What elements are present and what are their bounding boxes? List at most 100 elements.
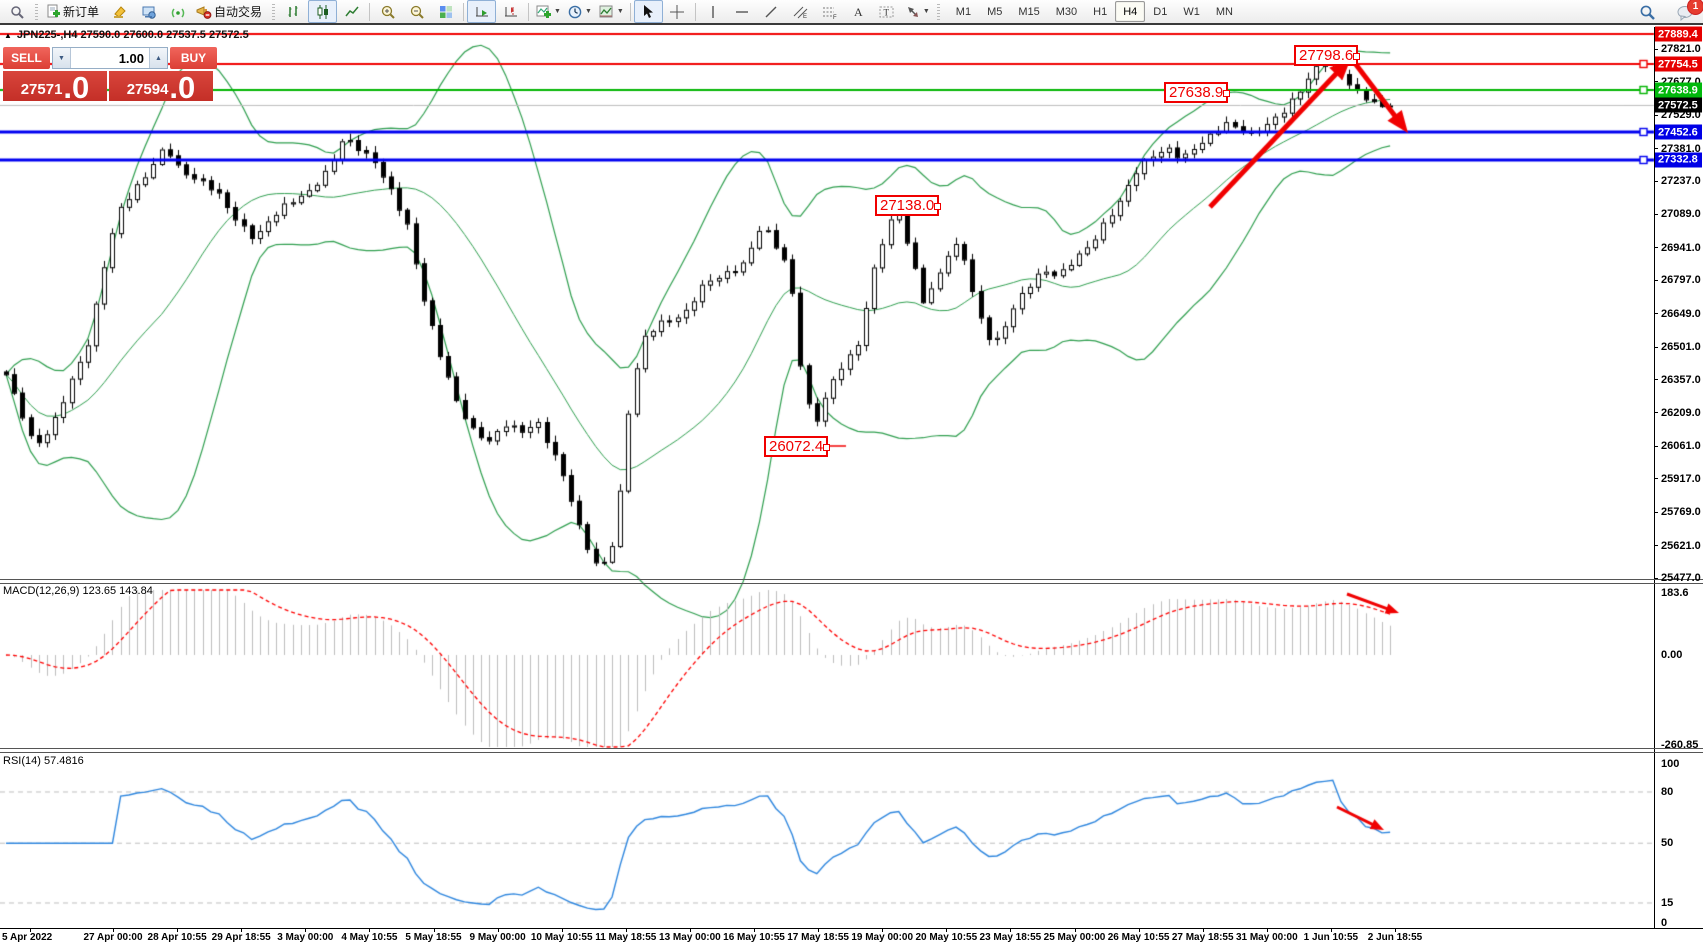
toolbar-separator [463,2,465,21]
time-tick-mark [305,928,307,932]
price-callout[interactable]: 26072.4 [764,436,831,457]
volume-control: ▼ ▲ [52,47,168,69]
text-button[interactable]: A [844,0,873,23]
signal-icon [170,4,186,20]
tab-timeframe-D1[interactable]: D1 [1153,5,1168,18]
time-label: 3 May 00:00 [277,932,334,943]
price-callout[interactable]: 27638.9 [1164,82,1231,103]
price-callout[interactable]: 27798.6 [1294,45,1361,66]
callout-anchor-handle[interactable] [1223,89,1231,97]
vertical-line-button[interactable] [699,0,728,23]
volume-decrease-button[interactable]: ▼ [53,48,71,68]
crosshair-button[interactable] [663,0,692,23]
time-label: 28 Apr 10:55 [147,932,207,943]
zoom-in-button[interactable] [373,0,402,23]
tab-timeframe-MN[interactable]: MN [1215,5,1233,18]
bar-chart-button[interactable] [279,0,308,23]
auto-scroll-button[interactable] [467,0,497,23]
horizontal-line-icon [734,4,750,20]
arrows-icon [905,4,921,20]
periods-button[interactable]: ▼ [564,0,595,23]
time-tick-mark [177,928,179,932]
chart-magnifier-icon [10,5,24,19]
price-tick-label: 26501.0 [1661,341,1701,354]
price-tick-label: 26209.0 [1661,406,1701,419]
price-tick-mark [1654,445,1658,447]
main-toolbar: 新订单 自动交易 ▼ ▼ ▼ E F A T ▼ M1 M5 M15 M30 H1 H4 D… [0,0,1703,25]
one-click-trading-panel: SELL ▼ ▲ BUY 27571 .0 27594 .0 [3,47,217,101]
dropdown-arrow-icon: ▼ [554,8,561,15]
line-chart-button[interactable] [337,0,366,23]
eraser-button[interactable] [105,0,134,23]
time-label: 26 May 10:55 [1107,932,1170,943]
equidistant-channel-icon: E [792,4,809,20]
buy-price-display[interactable]: 27594 .0 [109,71,213,101]
sell-price-display[interactable]: 27571 .0 [3,71,107,101]
time-tick-mark [625,928,627,932]
price-tick-label: 26797.0 [1661,274,1701,287]
horizontal-line-button[interactable] [728,0,757,23]
time-axis-border [0,928,1703,929]
time-label: 11 May 18:55 [595,932,657,943]
tab-timeframe-M5[interactable]: M5 [987,5,1003,18]
indicators-add-icon [535,4,552,20]
time-tick-mark [1330,928,1332,932]
templates-button[interactable]: ▼ [595,0,627,23]
fibonacci-button[interactable]: F [815,0,844,23]
sell-button[interactable]: SELL [3,47,50,69]
pane-splitter[interactable] [0,752,1703,753]
time-tick-mark [369,928,371,932]
tab-timeframe-W1[interactable]: W1 [1183,5,1200,18]
zoom-out-button[interactable] [402,0,431,23]
timeframe-toolbar: M1 M5 M15 M30 H1 H4 D1 W1 MN [948,1,1241,22]
tile-windows-button[interactable] [431,0,460,23]
pane-splitter[interactable] [0,748,1703,749]
cursor-button[interactable] [633,0,663,23]
price-badge: 27452.6 [1655,124,1702,140]
market-watch-button[interactable] [134,0,163,23]
pane-splitter[interactable] [0,583,1703,584]
time-tick-mark [433,928,435,932]
tab-timeframe-H1[interactable]: H1 [1093,5,1108,18]
tab-timeframe-H4[interactable]: H4 [1115,1,1146,22]
zoom-in-icon [380,4,396,20]
time-label: 5 Apr 2022 [2,932,53,943]
pane-splitter[interactable] [0,579,1703,580]
buy-button[interactable]: BUY [170,47,217,69]
price-callout[interactable]: 27138.0 [875,195,942,216]
symbol-search-button[interactable] [2,0,31,23]
tab-timeframe-M30[interactable]: M30 [1055,5,1078,18]
toolbar-grip [35,3,38,20]
time-label: 10 May 10:55 [530,932,593,943]
text-label-icon: T [878,4,896,20]
volume-increase-button[interactable]: ▲ [149,48,167,68]
trendline-button[interactable] [757,0,786,23]
indicators-button[interactable]: ▼ [532,0,564,23]
search-button[interactable] [1633,1,1662,24]
text-label-button[interactable]: T [873,0,902,23]
chart-shift-button[interactable] [496,0,525,23]
callout-anchor-handle[interactable] [823,443,831,451]
equidistant-channel-button[interactable]: E [786,0,815,23]
callout-anchor-handle[interactable] [934,202,942,210]
sell-price-main: 27571 [20,81,63,98]
volume-input[interactable] [71,48,149,68]
dropdown-arrow-icon: ▼ [922,8,930,15]
new-order-button[interactable]: 新订单 [42,0,105,23]
tab-timeframe-M15[interactable]: M15 [1018,5,1040,18]
notifications-button[interactable]: 1 [1670,0,1703,24]
tab-timeframe-M1[interactable]: M1 [955,5,972,18]
candlestick-chart-button[interactable] [308,0,338,23]
callout-anchor-handle[interactable] [1353,52,1361,60]
signal-button[interactable] [163,0,192,23]
indicator-axis-label: 100 [1661,758,1680,770]
chart-shift-icon [503,4,519,20]
autotrading-button[interactable]: 自动交易 [192,0,268,23]
indicator-axis-label: 50 [1661,837,1674,849]
arrows-button[interactable]: ▼ [902,0,933,23]
price-tick-mark [1654,247,1658,249]
price-tick-label: 27237.0 [1661,175,1701,188]
time-tick-mark [1010,928,1012,932]
price-tick-label: 27381.0 [1661,142,1701,155]
